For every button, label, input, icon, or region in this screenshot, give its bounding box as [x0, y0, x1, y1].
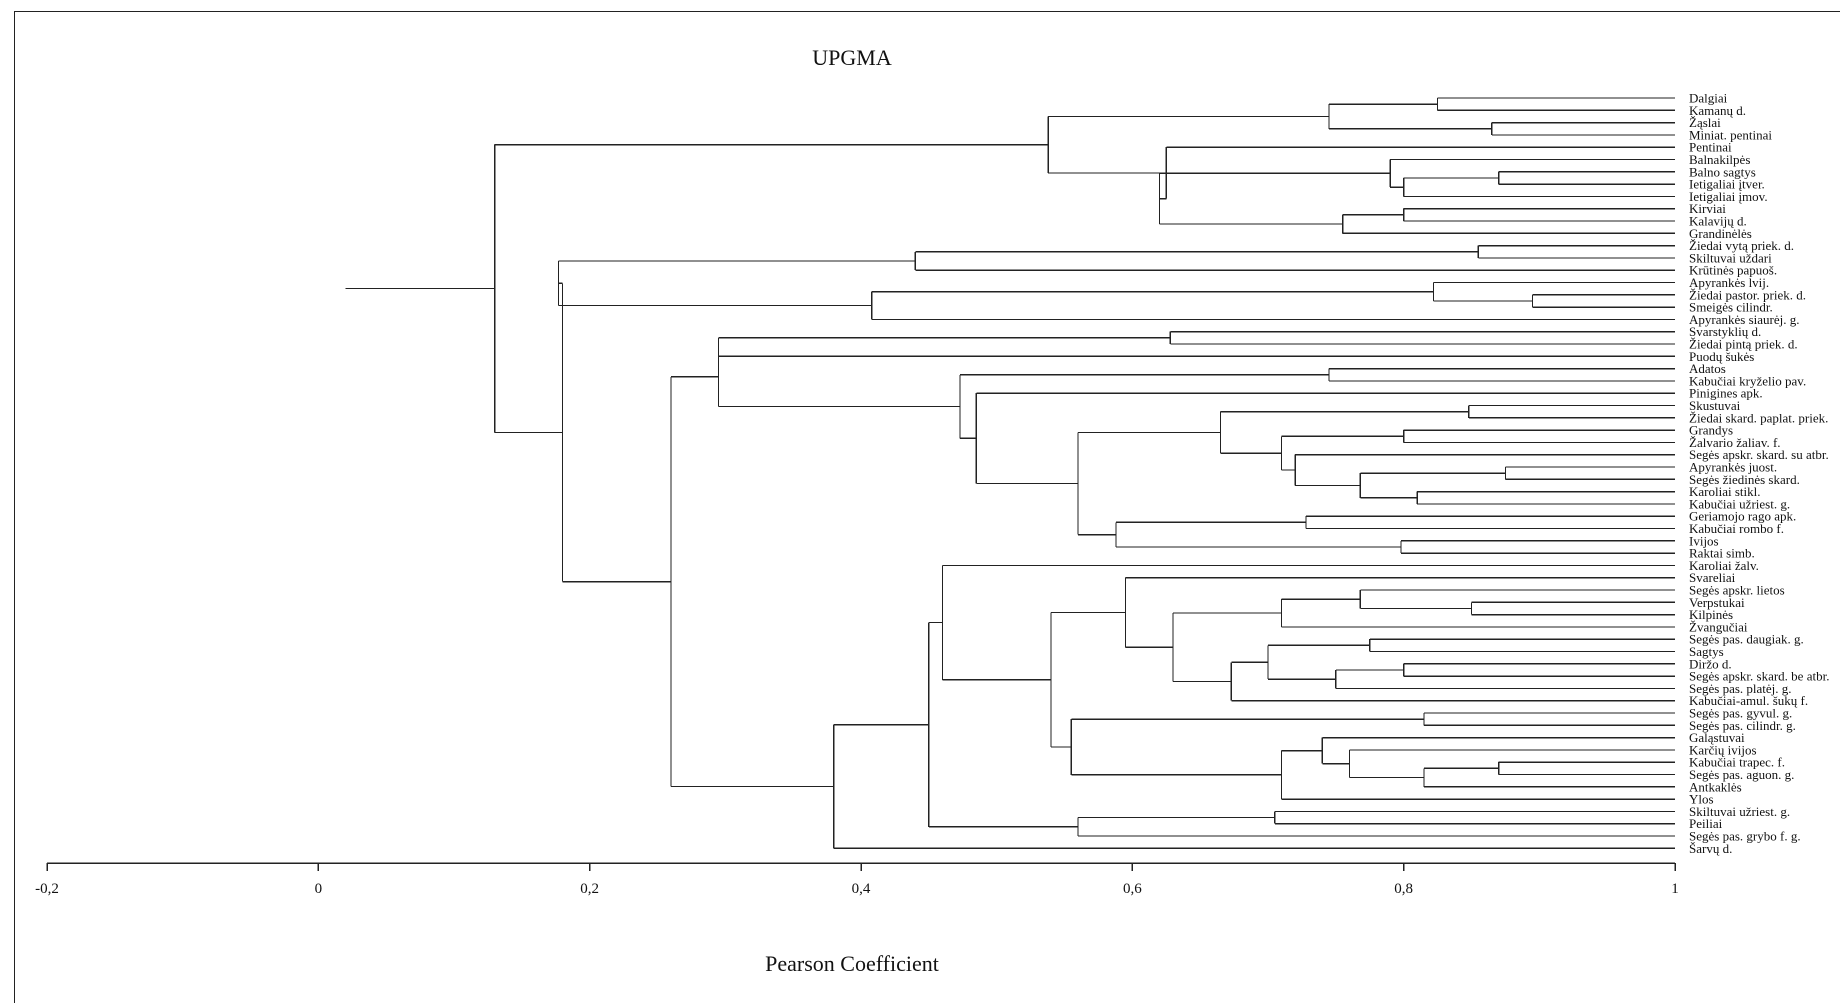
leaf-label: Žvangučiai [1689, 619, 1748, 634]
leaf-label: Segės pas. daugiak. g. [1689, 632, 1804, 647]
leaf-label: Skustuvai [1689, 398, 1741, 413]
leaf-label: Karoliai žalv. [1689, 558, 1759, 573]
x-axis-ticks: -0,2 0 0,2 0,4 0,6 0,8 1 [35, 863, 1679, 897]
leaf-label: Kalavijų d. [1689, 214, 1747, 229]
leaf-label: Žiedai pastor. priek. d. [1689, 287, 1806, 302]
leaf-label: Grandys [1689, 423, 1733, 438]
leaf-label: Segės žiedinės skard. [1689, 472, 1800, 487]
dendrogram-branches [345, 97, 1675, 849]
leaf-label: Segės apskr. lietos [1689, 583, 1785, 598]
leaf-label: Karčių ivijos [1689, 742, 1757, 757]
leaf-label: Skiltuvai užriest. g. [1689, 804, 1790, 819]
leaf-label: Balno sagtys [1689, 164, 1756, 179]
x-tick-label: 0,6 [1123, 881, 1142, 897]
leaf-label: Segės pas. grybo f. g. [1689, 829, 1801, 844]
leaf-label: Kilpinės [1689, 607, 1733, 622]
leaf-label: Kamanų d. [1689, 103, 1746, 118]
leaf-label: Galąstuvai [1689, 730, 1745, 745]
leaf-label: Krūtinės papuoš. [1689, 263, 1777, 278]
leaf-label: Žiedai pintą priek. d. [1689, 337, 1798, 352]
leaf-label: Apyrankės siaurėj. g. [1689, 312, 1799, 327]
leaf-label: Kabučiai trapec. f. [1689, 755, 1785, 770]
leaf-label: Segės pas. platėj. g. [1689, 681, 1792, 696]
leaf-label: Pinigines apk. [1689, 386, 1763, 401]
x-tick-label: 0,8 [1394, 881, 1413, 897]
leaf-label: Geriamojo rago apk. [1689, 509, 1796, 524]
leaf-label: Ietigaliai įmov. [1689, 189, 1768, 204]
leaf-label: Smeigės cilindr. [1689, 300, 1773, 315]
leaf-label: Miniat. pentinai [1689, 127, 1772, 142]
leaf-label: Antkaklės [1689, 779, 1742, 794]
leaf-label: Ylos [1689, 792, 1714, 807]
leaf-label: Balnakilpės [1689, 152, 1750, 167]
x-tick-label: -0,2 [35, 881, 59, 897]
x-tick-label: 0 [315, 881, 323, 897]
x-axis: -0,2 0 0,2 0,4 0,6 0,8 1 [35, 862, 1679, 897]
leaf-label: Grandinėlės [1689, 226, 1752, 241]
leaf-label: Puodų šukės [1689, 349, 1754, 364]
leaf-label: Skiltuvai uždari [1689, 250, 1772, 265]
leaf-label: Raktai simb. [1689, 546, 1755, 561]
leaf-label: Diržo d. [1689, 656, 1732, 671]
figure-frame [14, 11, 1840, 1003]
x-tick-label: 1 [1671, 881, 1679, 897]
leaf-label: Kirviai [1689, 201, 1726, 216]
leaf-label: Sagtys [1689, 644, 1724, 659]
leaf-label: Segės pas. gyvul. g. [1689, 706, 1792, 721]
leaf-label: Adatos [1689, 361, 1726, 376]
leaf-label: Svarstyklių d. [1689, 324, 1761, 339]
leaf-label: Dalgiai [1689, 91, 1728, 106]
leaf-label: Segės pas. aguon. g. [1689, 767, 1794, 782]
leaf-label: Segės apskr. skard. su atbr. [1689, 447, 1829, 462]
leaf-label: Peiliai [1689, 816, 1723, 831]
leaf-label: Ietigaliai įtver. [1689, 177, 1765, 192]
leaf-label: Svareliai [1689, 570, 1736, 585]
leaf-label: Kabučiai kryželio pav. [1689, 373, 1806, 388]
leaf-label: Kabučiai rombo f. [1689, 521, 1784, 536]
leaf-label: Kabučiai užriest. g. [1689, 496, 1790, 511]
leaf-label: Šarvų d. [1689, 841, 1732, 856]
leaf-label: Apyrankės juost. [1689, 460, 1777, 475]
x-tick-label: 0,4 [852, 881, 871, 897]
leaf-label: Žiedai skard. paplat. priek. [1689, 410, 1828, 425]
leaf-label: Žąslai [1689, 115, 1721, 130]
x-axis-label: Pearson Coefficient [765, 951, 939, 976]
leaf-label: Karoliai stikl. [1689, 484, 1761, 499]
leaf-label: Kabučiai-amul. šukų f. [1689, 693, 1808, 708]
leaf-label: Apyrankės lvij. [1689, 275, 1769, 290]
leaf-label: Žiedai vytą priek. d. [1689, 238, 1794, 253]
x-tick-label: 0,2 [580, 881, 599, 897]
leaf-label: Segės apskr. skard. be atbr. [1689, 669, 1829, 684]
leaf-label: Segės pas. cilindr. g. [1689, 718, 1796, 733]
chart-title: UPGMA [812, 45, 892, 70]
leaf-label: Ivijos [1689, 533, 1719, 548]
leaf-label: Pentinai [1689, 140, 1732, 155]
leaf-label: Žalvario žaliav. f. [1689, 435, 1781, 450]
leaf-label: Verpstukai [1689, 595, 1745, 610]
